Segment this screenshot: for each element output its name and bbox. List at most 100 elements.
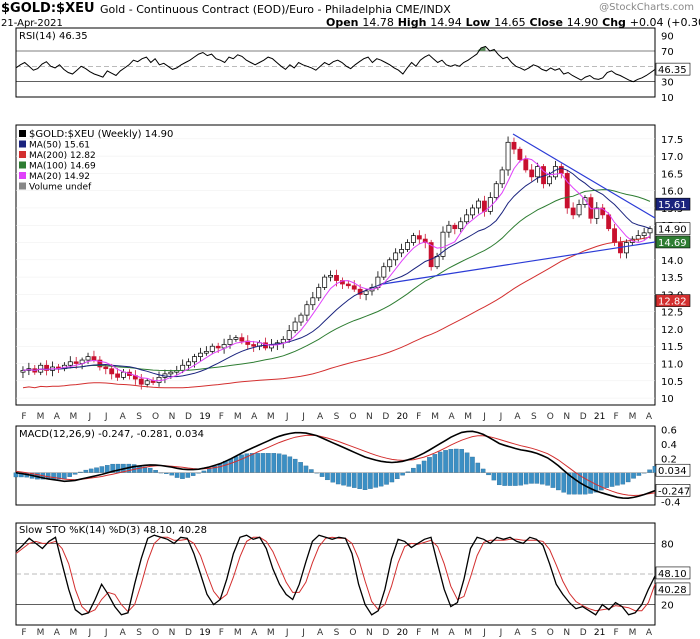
stoch-tick-label: 80 bbox=[661, 539, 674, 550]
macd-histogram-bar bbox=[319, 472, 325, 477]
candle-body bbox=[647, 228, 653, 234]
candle-body bbox=[144, 380, 150, 385]
macd-histogram-bar bbox=[346, 472, 352, 487]
candle-body bbox=[458, 221, 464, 230]
stoch-x-axis-label: 19 bbox=[199, 628, 211, 638]
macd-histogram-bar bbox=[271, 453, 277, 473]
candle-body bbox=[594, 207, 600, 219]
candle-body bbox=[535, 166, 541, 178]
candle-body bbox=[623, 242, 629, 254]
macd-histogram-bar bbox=[67, 472, 72, 477]
symbol-title: $GOLD:$XEU bbox=[1, 1, 95, 16]
macd-histogram-bar bbox=[427, 457, 432, 473]
ma100-price-tag: 14.69 bbox=[658, 238, 687, 249]
stoch-x-axis-label: O bbox=[547, 628, 554, 638]
candle-body bbox=[198, 352, 203, 357]
price-x-axis-label: A bbox=[120, 412, 127, 422]
macd-histogram-bar bbox=[282, 454, 287, 473]
stoch-x-axis-label: N bbox=[366, 628, 373, 638]
candle-body bbox=[410, 235, 416, 243]
candle-body bbox=[523, 159, 529, 171]
candle-body bbox=[345, 283, 351, 287]
macd-histogram-bar bbox=[357, 472, 362, 489]
macd-histogram-bar bbox=[437, 451, 443, 473]
macd-histogram-bar bbox=[378, 472, 384, 487]
rsi-panel-frame bbox=[15, 27, 656, 98]
macd-histogram-bar bbox=[105, 465, 110, 473]
macd-histogram-bar bbox=[448, 448, 454, 473]
macd-histogram-bar bbox=[309, 469, 314, 473]
price-tick-label: 10.5 bbox=[661, 377, 683, 388]
stoch-x-axis-label: O bbox=[152, 628, 159, 638]
macd-line bbox=[15, 430, 656, 500]
macd-histogram-bar bbox=[556, 472, 561, 491]
macd-histogram-bar bbox=[298, 462, 303, 473]
candle-body bbox=[203, 351, 209, 354]
rsi-line bbox=[15, 45, 656, 83]
macd-histogram-bar bbox=[190, 472, 196, 476]
price-x-axis-label: N bbox=[563, 412, 570, 422]
macd-histogram-bar bbox=[486, 472, 491, 476]
candle-body bbox=[103, 366, 109, 370]
macd-histogram-bar bbox=[153, 470, 158, 473]
candle-body bbox=[209, 345, 215, 352]
candle-body bbox=[558, 166, 564, 174]
candle-body bbox=[517, 148, 523, 160]
stoch-x-axis-label: M bbox=[464, 628, 472, 638]
close-price-tag-box bbox=[655, 222, 691, 236]
macd-histogram-bar bbox=[545, 472, 550, 486]
candle-body bbox=[576, 204, 582, 216]
price-x-axis-label: M bbox=[629, 412, 637, 422]
stoch-x-axis-label: D bbox=[382, 628, 389, 638]
macd-histogram-bar bbox=[352, 472, 357, 488]
price-x-axis-label: D bbox=[580, 412, 587, 422]
candle-body bbox=[251, 344, 257, 347]
candle-body bbox=[221, 344, 227, 349]
macd-title: MACD(12,26,9) -0.247, -0.281, 0.034 bbox=[19, 429, 204, 440]
stoch-x-axis-label: F bbox=[416, 628, 421, 638]
stoch-x-axis-label: N bbox=[169, 628, 176, 638]
macd-histogram-bar bbox=[368, 472, 373, 489]
candle-body bbox=[280, 338, 286, 344]
macd-histogram-bar bbox=[201, 470, 207, 473]
macd-histogram-bar bbox=[233, 456, 239, 473]
macd-histogram-bar bbox=[228, 458, 234, 473]
price-x-axis-label: M bbox=[464, 412, 472, 422]
candle-body bbox=[612, 228, 617, 243]
stoch-x-axis-label: A bbox=[251, 628, 258, 638]
price-legend-item: MA(20) 14.92 bbox=[29, 172, 90, 182]
macd-histogram-bar bbox=[625, 472, 631, 483]
candle-body bbox=[422, 238, 428, 243]
macd-histogram-bar bbox=[169, 472, 175, 476]
candle-body bbox=[606, 214, 612, 230]
price-tick-label: 16.0 bbox=[661, 187, 683, 198]
stoch-x-axis-label: A bbox=[449, 628, 456, 638]
candle-body bbox=[564, 173, 570, 209]
macd-histogram-bar bbox=[249, 453, 255, 473]
price-tick-label: 10 bbox=[661, 394, 674, 405]
candle-body bbox=[215, 345, 221, 349]
macd-histogram-bar bbox=[421, 460, 427, 473]
price-x-axis-label: F bbox=[416, 412, 421, 422]
macd-histogram-bar bbox=[416, 464, 422, 473]
ma200-price-tag: 12.82 bbox=[658, 297, 687, 308]
open-label: Open bbox=[326, 16, 359, 29]
macd-histogram-bar bbox=[529, 472, 534, 484]
macd-panel-frame bbox=[15, 425, 656, 506]
macd-tick-label: -0.4 bbox=[661, 497, 681, 508]
candle-body bbox=[20, 370, 26, 373]
macd-hist-tag-box bbox=[655, 463, 691, 477]
candle-body bbox=[97, 359, 103, 368]
candle-body bbox=[44, 364, 50, 371]
stoch-tick-label: 20 bbox=[661, 601, 674, 612]
candle-body bbox=[322, 276, 328, 288]
macd-histogram-bar bbox=[94, 467, 99, 473]
rsi-tick-label: 10 bbox=[661, 93, 674, 104]
low-value: 14.65 bbox=[494, 16, 526, 29]
macd-histogram-bar bbox=[62, 472, 67, 480]
macd-histogram-bar bbox=[394, 472, 400, 480]
macd-histogram-bar bbox=[260, 453, 266, 473]
candle-body bbox=[292, 321, 298, 332]
candle-body bbox=[387, 259, 393, 268]
candle-body bbox=[393, 252, 399, 261]
